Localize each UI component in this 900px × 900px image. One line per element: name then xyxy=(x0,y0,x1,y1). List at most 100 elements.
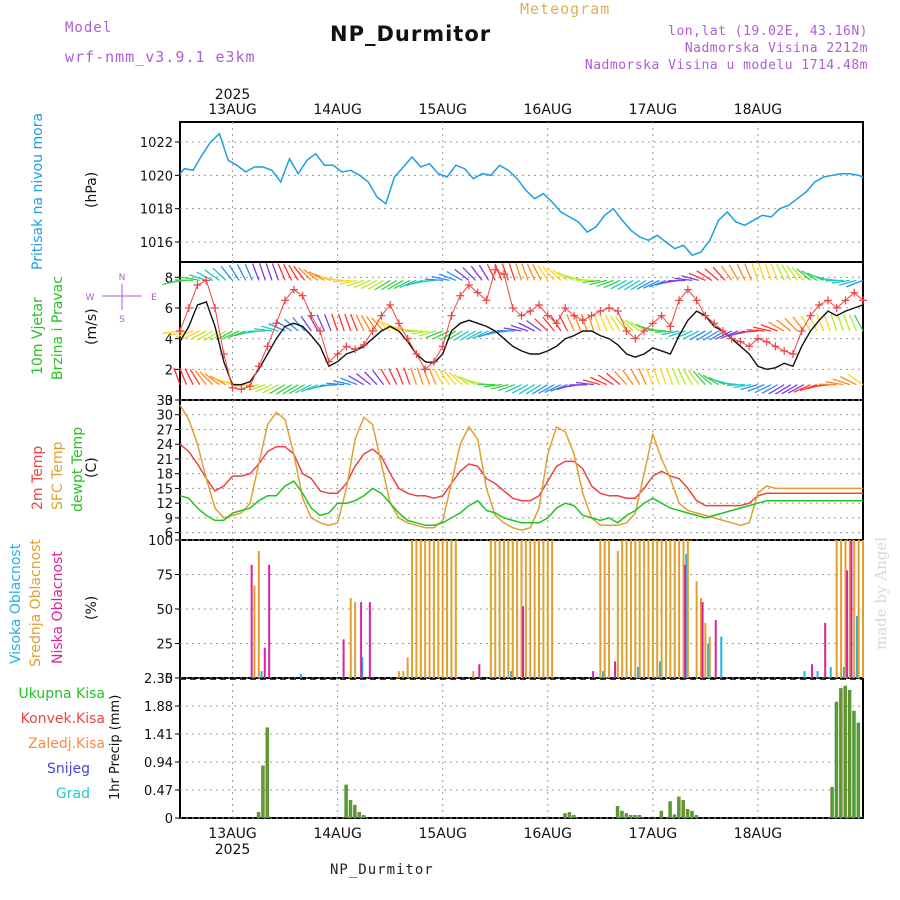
precipitation-ytick-label: 1.88 xyxy=(144,700,173,715)
wind-arrow xyxy=(801,270,818,281)
temperature-series-line xyxy=(179,443,863,507)
cloud-bar xyxy=(637,666,640,678)
wind-arrow xyxy=(830,313,838,332)
cloud-bar xyxy=(850,540,853,678)
cloud-bar xyxy=(260,671,263,678)
precip-bar-highlight xyxy=(621,810,624,818)
cloud-bar xyxy=(250,564,253,678)
precipitation-ytick-label: 0 xyxy=(165,812,173,827)
precip-bar-highlight xyxy=(363,815,365,818)
wind-arrow xyxy=(832,378,851,386)
cloud-bar xyxy=(478,664,481,678)
wind-arrow xyxy=(410,367,418,385)
bottom-day-label: 14AUG xyxy=(313,826,362,842)
wind-arrow xyxy=(715,330,732,340)
wind-arrow xyxy=(465,330,483,341)
wind-arrow xyxy=(248,384,266,391)
bottom-day-label: 17AUG xyxy=(629,826,678,842)
precip-bar-highlight xyxy=(573,815,576,818)
wind-arrow xyxy=(692,370,706,386)
cloud-bar xyxy=(720,636,723,678)
cloud-bar xyxy=(368,602,371,678)
wind-arrow xyxy=(303,269,319,281)
precip-bar-highlight xyxy=(359,812,361,818)
wind-arrow xyxy=(277,263,286,281)
wind-arrow xyxy=(446,330,463,341)
wind-arrow xyxy=(848,314,858,332)
wind-arrow xyxy=(704,268,719,281)
wind-arrow xyxy=(831,279,850,284)
precip-bar-highlight xyxy=(674,814,676,818)
cloud-bar xyxy=(299,673,302,678)
wind-arrow xyxy=(196,271,214,281)
wind-arrow xyxy=(298,267,312,281)
top-day-label: 17AUG xyxy=(629,102,678,118)
wind-arrow xyxy=(388,368,398,385)
wind-arrow xyxy=(753,326,772,332)
precipitation-ytick-label: 1.41 xyxy=(144,728,173,743)
cloud-bar xyxy=(803,671,806,678)
precip-bar-highlight xyxy=(661,810,663,818)
wind-arrow xyxy=(254,328,273,332)
wind-arrow xyxy=(636,279,654,290)
wind-arrow xyxy=(173,367,181,385)
wind-arrow xyxy=(768,384,785,395)
wind-arrow xyxy=(761,384,778,395)
wind-arrow xyxy=(439,330,457,341)
wind-arrow xyxy=(471,330,489,340)
wind-arrow xyxy=(534,318,549,332)
wind-arrow xyxy=(770,263,779,281)
wind-arrow xyxy=(433,368,444,385)
wind-ytick-label: 2 xyxy=(165,363,173,378)
wind-arrow xyxy=(294,384,312,394)
bottom-day-label: 16AUG xyxy=(524,826,573,842)
cloud-bar xyxy=(846,570,849,678)
wind-arrow xyxy=(775,384,792,395)
cloud-bar xyxy=(602,671,605,678)
precip-bar-highlight xyxy=(262,765,265,818)
wind-arrow xyxy=(355,373,371,386)
wind-arrow xyxy=(188,274,207,282)
wind-arrow xyxy=(754,384,772,394)
wind-arrow xyxy=(590,376,608,386)
precipitation-ytick-label: 0.94 xyxy=(144,756,173,771)
wind-arrow xyxy=(216,330,233,341)
wind-ytick-label: 6 xyxy=(165,302,173,317)
wind-arrow xyxy=(282,384,299,395)
wind-arrow xyxy=(645,367,654,385)
wind-arrow xyxy=(696,330,713,341)
precip-bar-highlight xyxy=(569,812,571,818)
precipitation-ytick-label: 2.35 xyxy=(144,672,173,687)
wind-arrow xyxy=(661,330,680,336)
wind-arrow xyxy=(538,384,555,394)
wind-arrow xyxy=(625,319,641,332)
wind-arrow xyxy=(697,372,713,386)
wind-arrow xyxy=(642,279,660,289)
wind-arrow xyxy=(503,327,522,332)
wind-arrow xyxy=(582,279,601,284)
wind-arrow xyxy=(300,315,312,332)
temperature-ytick-label: 21 xyxy=(156,453,173,468)
wind-arrow xyxy=(183,330,200,340)
wind-arrow xyxy=(418,279,437,283)
wind-arrow xyxy=(552,269,568,281)
wind-arrow xyxy=(332,279,351,283)
wind-arrow xyxy=(746,329,765,332)
wind-arrow xyxy=(179,367,188,385)
wind-arrow xyxy=(275,384,292,395)
wind-arrow xyxy=(599,314,608,332)
temperature-ytick-label: 33 xyxy=(156,394,173,409)
wind-arrow xyxy=(446,270,463,281)
wind-arrow xyxy=(630,279,647,291)
legend-zaledj-kisa: Zaledj.Kisa xyxy=(28,736,105,752)
wind-arrow xyxy=(350,314,358,332)
precip-bar-highlight xyxy=(354,804,357,818)
wind-arrow xyxy=(339,279,358,285)
wind-arrow xyxy=(271,263,280,281)
wind-arrow xyxy=(443,370,457,386)
wind-arrow xyxy=(308,271,325,281)
wind-arrow xyxy=(288,384,306,395)
precip-bar-highlight xyxy=(626,813,628,818)
wind-arrow xyxy=(617,279,634,291)
wind-arrow xyxy=(355,314,365,332)
